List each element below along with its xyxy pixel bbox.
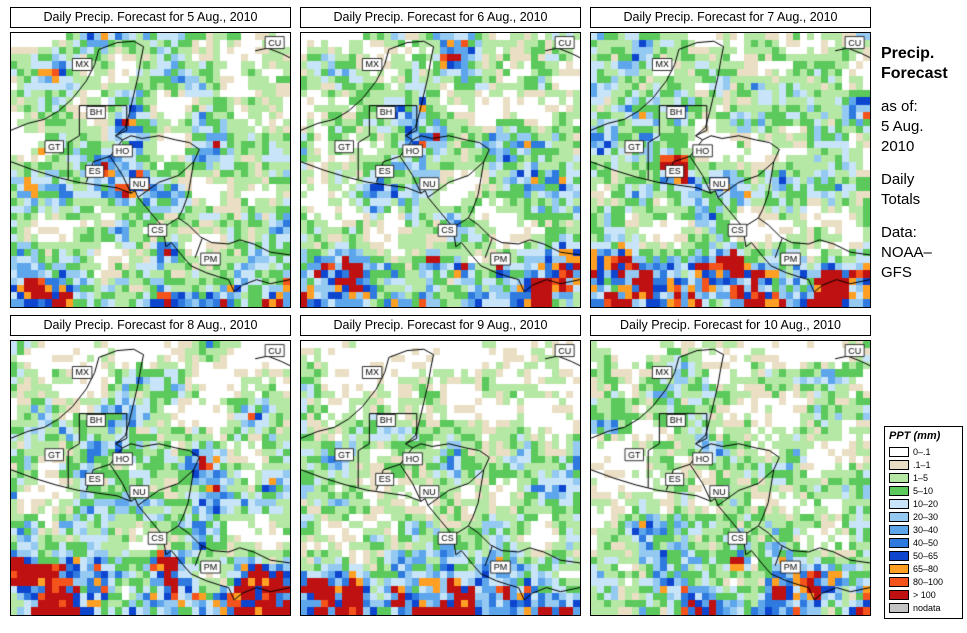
precip-map-canvas <box>11 33 290 307</box>
legend-label: 0–.1 <box>913 446 931 457</box>
forecast-panel: Daily Precip. Forecast for 6 Aug., 2010 <box>300 7 581 308</box>
panel-title: Daily Precip. Forecast for 9 Aug., 2010 <box>300 315 581 336</box>
legend-label: 65–80 <box>913 563 939 574</box>
legend-swatch <box>889 485 909 496</box>
legend-swatch <box>889 524 909 535</box>
legend-swatch <box>889 602 909 613</box>
sidebar-line: NOAA– <box>881 244 932 261</box>
legend-swatch <box>889 589 909 600</box>
legend-row: 40–50 <box>889 536 958 549</box>
sidebar-line: Forecast <box>881 65 948 82</box>
legend-title: PPT (mm) <box>889 430 941 442</box>
legend-swatch <box>889 511 909 522</box>
legend-row: .1–1 <box>889 458 958 471</box>
legend-label: 1–5 <box>913 472 929 483</box>
map-frame <box>10 340 291 616</box>
legend-swatch <box>889 498 909 509</box>
map-frame <box>300 340 581 616</box>
forecast-panel: Daily Precip. Forecast for 7 Aug., 2010 <box>590 7 871 308</box>
legend-row: 50–65 <box>889 549 958 562</box>
legend-swatch <box>889 537 909 548</box>
legend-swatch <box>889 472 909 483</box>
panel-title: Daily Precip. Forecast for 5 Aug., 2010 <box>10 7 291 28</box>
legend-label: .1–1 <box>913 459 931 470</box>
panel-title: Daily Precip. Forecast for 6 Aug., 2010 <box>300 7 581 28</box>
legend-rows: 0–.1 .1–1 1–5 5–10 10–20 20–30 30–40 40–… <box>889 445 958 614</box>
panel-title: Daily Precip. Forecast for 10 Aug., 2010 <box>590 315 871 336</box>
legend-label: 10–20 <box>913 498 939 509</box>
legend-row: 80–100 <box>889 575 958 588</box>
legend-label: 50–65 <box>913 550 939 561</box>
legend-row: > 100 <box>889 588 958 601</box>
precip-map-canvas <box>301 33 580 307</box>
sidebar: Precip. Forecast as of: 5 Aug. 2010 Daily Tota… <box>881 44 963 283</box>
map-frame <box>10 32 291 308</box>
sidebar-line: 5 Aug. <box>881 118 924 135</box>
forecast-panel: Daily Precip. Forecast for 9 Aug., 2010 <box>300 315 581 616</box>
legend-label: 80–100 <box>913 576 944 587</box>
forecast-panel: Daily Precip. Forecast for 8 Aug., 2010 <box>10 315 291 616</box>
legend-label: 20–30 <box>913 511 939 522</box>
legend-swatch <box>889 459 909 470</box>
legend-label: 40–50 <box>913 537 939 548</box>
sidebar-line: Totals <box>881 191 921 208</box>
legend-row: 0–.1 <box>889 445 958 458</box>
map-frame <box>590 340 871 616</box>
legend-row: 1–5 <box>889 471 958 484</box>
legend-swatch <box>889 550 909 561</box>
legend-row: nodata <box>889 601 958 614</box>
precip-map-canvas <box>301 341 580 615</box>
legend-row: 65–80 <box>889 562 958 575</box>
map-frame <box>590 32 871 308</box>
legend-label: 5–10 <box>913 485 934 496</box>
legend-swatch <box>889 446 909 457</box>
panel-title: Daily Precip. Forecast for 8 Aug., 2010 <box>10 315 291 336</box>
panel-title: Daily Precip. Forecast for 7 Aug., 2010 <box>590 7 871 28</box>
legend-row: 20–30 <box>889 510 958 523</box>
legend-row: 5–10 <box>889 484 958 497</box>
panel-grid: Daily Precip. Forecast for 5 Aug., 2010 … <box>10 7 871 616</box>
precip-map-canvas <box>591 33 870 307</box>
precip-map-canvas <box>11 341 290 615</box>
sidebar-line: 2010 <box>881 138 915 155</box>
precip-map-canvas <box>591 341 870 615</box>
forecast-panel: Daily Precip. Forecast for 5 Aug., 2010 <box>10 7 291 308</box>
sidebar-line: GFS <box>881 264 912 281</box>
sidebar-line: Precip. <box>881 45 935 62</box>
sidebar-line: Data: <box>881 224 917 241</box>
legend-label: 30–40 <box>913 524 939 535</box>
legend-label: nodata <box>913 602 941 613</box>
sidebar-line: as of: <box>881 98 918 115</box>
forecast-panel: Daily Precip. Forecast for 10 Aug., 2010 <box>590 315 871 616</box>
map-frame <box>300 32 581 308</box>
legend-box: PPT (mm) 0–.1 .1–1 1–5 5–10 10–20 20–30 … <box>884 426 963 619</box>
legend-swatch <box>889 576 909 587</box>
legend-label: > 100 <box>913 589 936 600</box>
legend-swatch <box>889 563 909 574</box>
legend-row: 30–40 <box>889 523 958 536</box>
sidebar-line: Daily <box>881 171 915 188</box>
legend-row: 10–20 <box>889 497 958 510</box>
